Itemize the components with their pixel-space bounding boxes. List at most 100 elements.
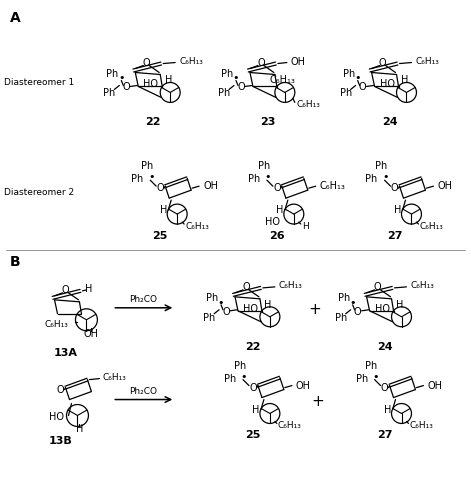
Text: HO: HO	[49, 412, 64, 423]
Text: •: •	[241, 372, 247, 382]
Text: C₆H₁₃: C₆H₁₃	[102, 373, 126, 382]
Text: A: A	[10, 11, 20, 25]
Text: 25: 25	[153, 231, 168, 241]
Text: C₆H₁₃: C₆H₁₃	[297, 100, 321, 109]
Text: OH: OH	[291, 56, 306, 67]
Text: Ph: Ph	[258, 161, 270, 171]
Text: H: H	[252, 405, 260, 414]
Text: H: H	[401, 75, 408, 86]
Text: O: O	[57, 385, 65, 394]
Text: HO: HO	[243, 304, 258, 314]
Text: •: •	[218, 298, 224, 308]
Text: H: H	[384, 405, 391, 414]
Text: B: B	[10, 255, 20, 269]
Text: Diastereomer 2: Diastereomer 2	[4, 187, 74, 197]
Text: H: H	[396, 300, 403, 310]
Text: 27: 27	[377, 431, 392, 440]
Text: OH: OH	[296, 380, 311, 391]
Text: OH: OH	[84, 329, 99, 339]
Text: 22: 22	[245, 342, 260, 352]
Text: O: O	[359, 82, 366, 93]
Text: Ph₂CO: Ph₂CO	[129, 387, 157, 396]
Text: •: •	[148, 172, 154, 182]
Text: Ph₂CO: Ph₂CO	[129, 295, 157, 304]
Text: H: H	[85, 284, 92, 294]
Text: H: H	[394, 205, 401, 215]
Text: +: +	[311, 394, 324, 409]
Text: •: •	[265, 172, 271, 182]
Text: O: O	[257, 57, 265, 68]
Text: C₆H₁₃: C₆H₁₃	[415, 57, 439, 66]
Text: HO: HO	[143, 79, 158, 90]
Text: O: O	[249, 383, 257, 393]
Text: O: O	[237, 82, 245, 93]
Text: Ph: Ph	[338, 293, 350, 303]
Text: Ph: Ph	[342, 69, 355, 78]
Text: OH: OH	[438, 181, 453, 191]
Text: H: H	[302, 222, 309, 230]
Text: •: •	[373, 372, 379, 382]
Text: Ph: Ph	[221, 69, 233, 78]
Text: C₆H₁₃: C₆H₁₃	[179, 57, 203, 66]
Text: •: •	[382, 172, 389, 182]
Text: 24: 24	[377, 342, 392, 352]
Text: O: O	[374, 282, 382, 292]
Text: 13A: 13A	[54, 348, 78, 357]
Text: H: H	[76, 425, 83, 434]
Text: Ph: Ph	[365, 174, 378, 184]
Text: 25: 25	[245, 431, 260, 440]
Text: Ph: Ph	[365, 361, 378, 371]
Text: 13B: 13B	[49, 436, 73, 447]
Text: H: H	[276, 205, 284, 215]
Text: •: •	[233, 74, 239, 83]
Text: HO: HO	[380, 79, 395, 90]
Text: Ph: Ph	[203, 313, 215, 323]
Text: C₆H₁₃: C₆H₁₃	[279, 281, 303, 290]
Text: O: O	[222, 307, 230, 317]
Text: HO: HO	[265, 217, 280, 227]
Text: Ph: Ph	[234, 361, 246, 371]
Text: Ph: Ph	[340, 89, 352, 98]
Text: O: O	[142, 57, 150, 68]
Text: Ph: Ph	[106, 69, 119, 78]
Text: Ph: Ph	[206, 293, 218, 303]
Text: C₆H₁₃: C₆H₁₃	[185, 222, 209, 230]
Text: Ph: Ph	[224, 374, 236, 384]
Text: C₆H₁₃: C₆H₁₃	[45, 320, 68, 329]
Text: 23: 23	[260, 117, 276, 128]
Text: Ph: Ph	[248, 174, 260, 184]
Text: H: H	[164, 75, 172, 86]
Text: O: O	[242, 282, 250, 292]
Text: O: O	[391, 183, 398, 193]
Text: +: +	[309, 302, 321, 318]
Text: •: •	[354, 74, 361, 83]
Text: Ph: Ph	[218, 89, 230, 98]
Text: O: O	[381, 383, 389, 393]
Text: O: O	[156, 183, 164, 193]
Text: •: •	[118, 74, 125, 83]
Text: Ph: Ph	[375, 161, 388, 171]
Text: OH: OH	[427, 380, 442, 391]
Text: Ph: Ph	[334, 313, 347, 323]
Text: OH: OH	[203, 181, 218, 191]
Text: 26: 26	[269, 231, 284, 241]
Text: Ph: Ph	[141, 161, 154, 171]
Text: H: H	[264, 300, 272, 310]
Text: O: O	[354, 307, 361, 317]
Text: Ph: Ph	[131, 174, 143, 184]
Text: 24: 24	[382, 117, 398, 128]
Text: 27: 27	[387, 231, 402, 241]
Text: O: O	[379, 57, 386, 68]
Text: C₆H₁₃: C₆H₁₃	[320, 181, 346, 191]
Text: 22: 22	[146, 117, 161, 128]
Text: O: O	[122, 82, 130, 93]
Text: O: O	[273, 183, 281, 193]
Text: C₆H₁₃: C₆H₁₃	[270, 75, 296, 86]
Text: Ph: Ph	[356, 374, 368, 384]
Text: C₆H₁₃: C₆H₁₃	[420, 222, 443, 230]
Text: C₆H₁₃: C₆H₁₃	[409, 421, 433, 430]
Text: Diastereomer 1: Diastereomer 1	[4, 78, 74, 87]
Text: O: O	[62, 285, 69, 295]
Text: Ph: Ph	[103, 89, 115, 98]
Text: •: •	[349, 298, 356, 308]
